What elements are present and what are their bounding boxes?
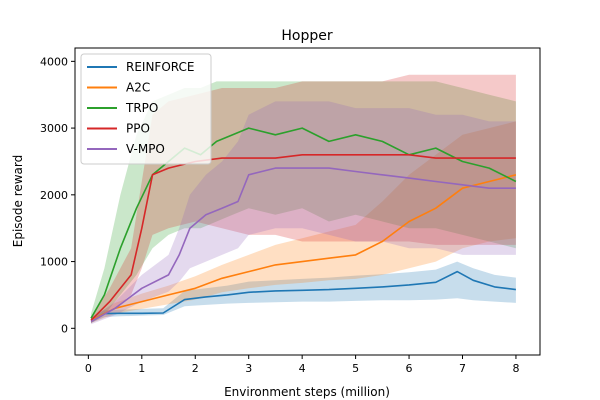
x-axis-ticks: 0 1 2 3 4 5 6 7 8 (85, 355, 519, 375)
x-tick-label: 1 (138, 362, 145, 375)
x-axis-label: Environment steps (million) (224, 385, 390, 399)
y-tick-label: 0 (61, 322, 68, 335)
x-tick-label: 7 (459, 362, 466, 375)
x-tick-label: 0 (85, 362, 92, 375)
a2c-line (90, 174, 517, 322)
trpo-line (90, 127, 517, 319)
chart-title: Hopper (281, 28, 332, 44)
plot-frame (74, 47, 541, 356)
y-axis-label: Episode reward (11, 155, 25, 248)
x-tick-label: 2 (192, 362, 199, 375)
v-mpo-line (90, 167, 516, 323)
ppo-line (90, 154, 516, 321)
legend-label-a2c: A2C (126, 81, 150, 95)
series-lines (90, 127, 517, 323)
y-tick-label: 1000 (40, 256, 68, 269)
x-tick-label: 8 (512, 362, 519, 375)
reinforce-line (90, 270, 517, 322)
x-tick-label: 3 (245, 362, 252, 375)
y-tick-label: 4000 (40, 55, 68, 68)
y-axis-ticks: 0 1000 2000 3000 4000 (40, 55, 75, 335)
x-tick-label: 4 (299, 362, 306, 375)
legend-label-reinforce: REINFORCE (126, 60, 194, 74)
y-tick-label: 2000 (40, 189, 68, 202)
x-tick-label: 5 (352, 362, 359, 375)
x-tick-label: 6 (406, 362, 413, 375)
legend-label-ppo: PPO (126, 122, 150, 136)
legend: REINFORCE A2C TRPO PPO V-MPO (80, 53, 212, 165)
legend-label-v-mpo: V-MPO (126, 142, 165, 156)
legend-label-trpo: TRPO (125, 101, 158, 115)
v-mpo-band (91, 101, 516, 325)
reinforce-band (91, 261, 516, 323)
y-tick-label: 3000 (40, 122, 68, 135)
a2c-band (91, 121, 516, 324)
legend-box (80, 53, 212, 165)
